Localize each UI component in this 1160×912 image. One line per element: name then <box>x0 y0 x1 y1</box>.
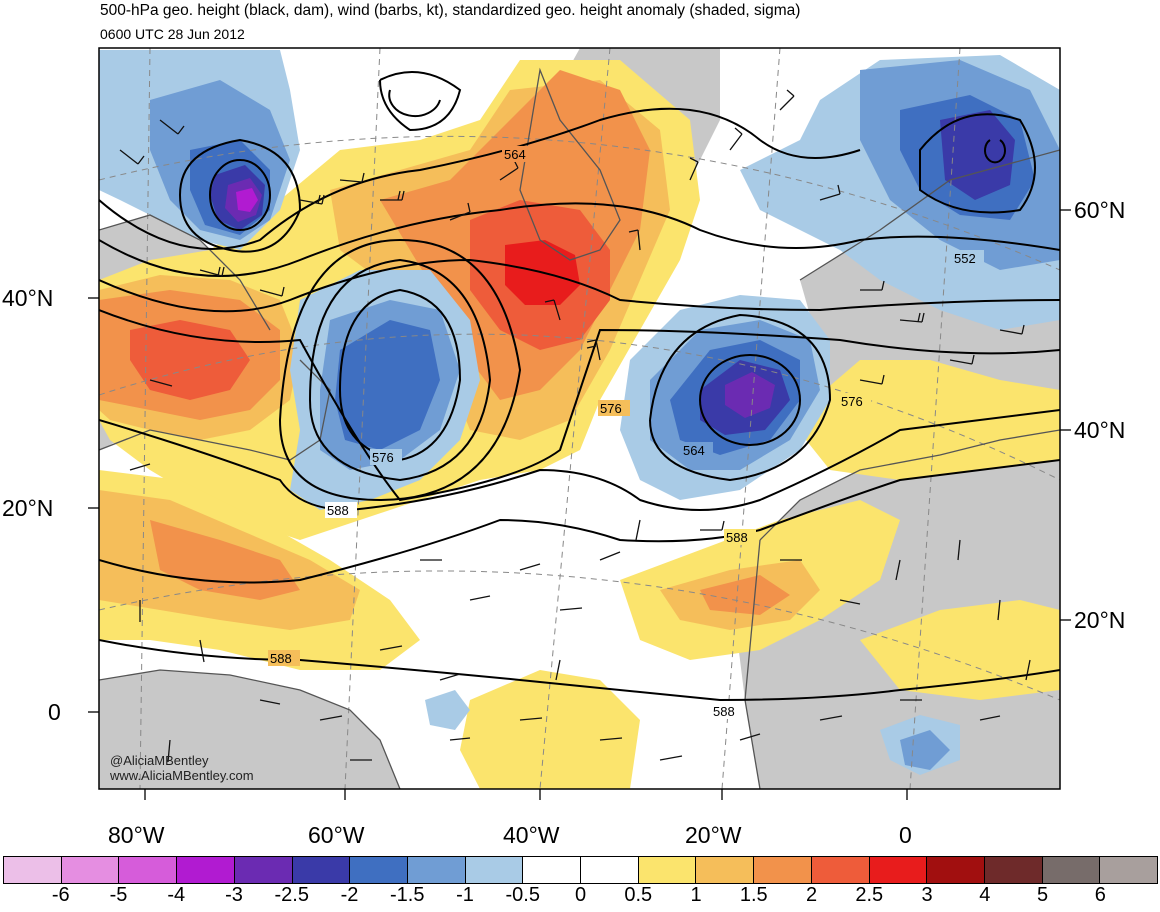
lat-label-left: 0 <box>48 699 61 725</box>
colorbar-label: 0.5 <box>624 884 653 906</box>
colorbar-swatch <box>754 857 812 883</box>
colorbar-swatch <box>234 857 293 883</box>
colorbar-swatch <box>350 857 408 883</box>
credit-handle: @AliciaMBentley <box>110 753 209 768</box>
coastlines <box>99 67 1060 789</box>
contour-label: 564 <box>683 443 705 458</box>
contour-label: 576 <box>841 394 863 409</box>
colorbar-label: 1 <box>690 884 702 906</box>
colorbar-swatch <box>523 857 582 883</box>
lon-label: 60°W <box>308 822 365 848</box>
colorbar-label: 1.5 <box>739 884 768 906</box>
lat-label-left: 40°N <box>2 285 54 311</box>
map-field: 564 552 576 576 564 576 588 588 588 588 <box>99 48 1060 789</box>
colorbar-label: -1 <box>456 884 474 906</box>
colorbar-label: -3 <box>225 884 243 906</box>
colorbar-swatch <box>984 857 1043 883</box>
colorbar-label: -4 <box>167 884 186 906</box>
contour-label: 588 <box>726 530 748 545</box>
colorbar-label: 0 <box>574 884 587 906</box>
lat-label-right: 20°N <box>1074 607 1126 633</box>
colorbar-label: -2 <box>340 884 359 906</box>
colorbar-label: -6 <box>51 884 70 906</box>
colorbar-swatch <box>4 857 62 883</box>
colorbar-swatch <box>869 857 928 883</box>
colorbar-swatch <box>927 857 985 883</box>
lat-label-right: 40°N <box>1074 417 1126 443</box>
colorbar-label: 4 <box>979 884 991 906</box>
colorbar-swatch <box>696 857 755 883</box>
colorbar-label: -1.5 <box>390 884 425 906</box>
colorbar-swatch <box>119 857 178 883</box>
contour-label: 576 <box>600 401 622 416</box>
colorbar-label: 2.5 <box>855 884 884 906</box>
lon-label: 20°W <box>685 822 742 848</box>
graticule <box>99 48 1060 789</box>
lat-label-left: 20°N <box>2 495 54 521</box>
lat-label-right: 60°N <box>1074 197 1126 223</box>
colorbar-label: -0.5 <box>505 884 540 906</box>
contour-label: 576 <box>372 450 394 465</box>
colorbar-swatch <box>465 857 524 883</box>
colorbar-swatch <box>1042 857 1101 883</box>
colorbar-label: 6 <box>1094 884 1106 906</box>
contour-label: 588 <box>327 503 349 518</box>
chart-subtitle: 0600 UTC 28 Jun 2012 <box>100 26 245 42</box>
colorbar-swatch <box>638 857 697 883</box>
colorbar-label: 2 <box>805 884 818 906</box>
plot-frame <box>98 47 1061 790</box>
contour-label: 588 <box>713 704 735 719</box>
colorbar-label: -2.5 <box>274 884 309 906</box>
colorbar-swatch <box>292 857 351 883</box>
lon-label: 80°W <box>108 822 165 848</box>
contour-labels: 564 552 576 576 564 576 588 588 588 588 <box>268 146 984 719</box>
lon-label: 40°W <box>503 822 560 848</box>
contour-label: 552 <box>954 251 976 266</box>
contour-label: 564 <box>504 147 526 162</box>
colorbar-swatch <box>1100 857 1158 883</box>
colorbar-swatch <box>61 857 120 883</box>
colorbar-label: -5 <box>109 884 128 906</box>
colorbar-swatch <box>177 857 235 883</box>
colorbar <box>3 856 1158 884</box>
colorbar-label: 3 <box>921 884 933 906</box>
colorbar-swatch <box>581 857 639 883</box>
credit-website: www.AliciaMBentley.com <box>110 768 254 783</box>
lon-label: 0 <box>899 822 912 848</box>
colorbar-swatch <box>811 857 870 883</box>
colorbar-label: 5 <box>1036 884 1049 906</box>
wind-barbs <box>119 89 1031 763</box>
tick-marks <box>88 209 1071 800</box>
height-contours <box>99 71 1060 702</box>
chart-title: 500-hPa geo. height (black, dam), wind (… <box>100 2 801 19</box>
anomaly-shading <box>99 50 1060 789</box>
contour-label: 588 <box>270 651 292 666</box>
colorbar-swatch <box>407 857 466 883</box>
